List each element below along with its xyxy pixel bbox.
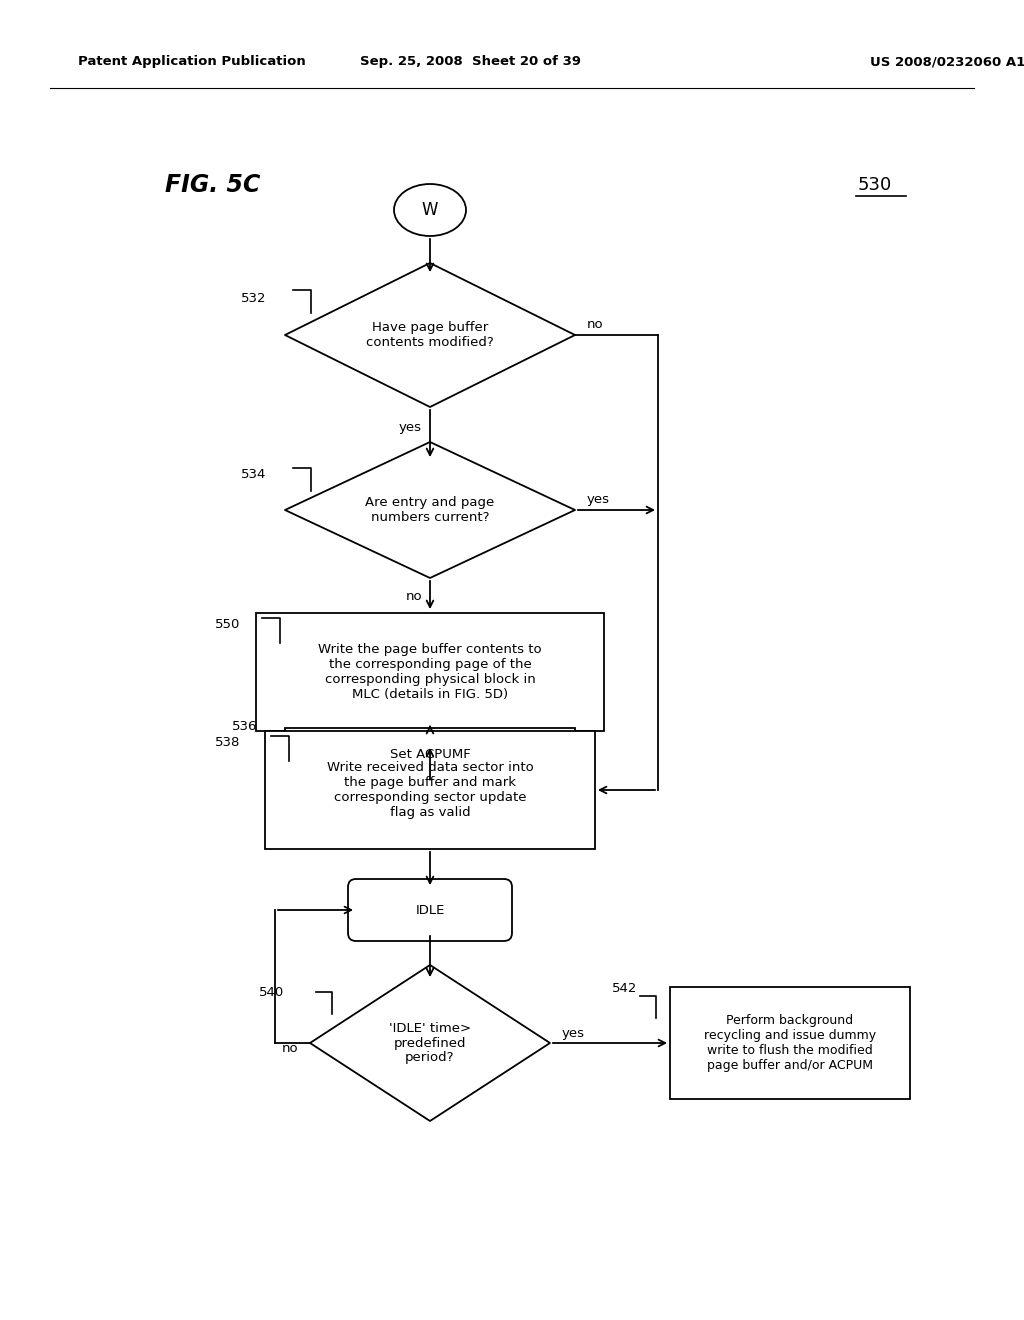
Bar (265, 731, 595, 849)
Text: no: no (406, 590, 422, 603)
Text: Write received data sector into
the page buffer and mark
corresponding sector up: Write received data sector into the page… (327, 762, 534, 818)
Text: 532: 532 (241, 292, 266, 305)
Text: Perform background
recycling and issue dummy
write to flush the modified
page bu: Perform background recycling and issue d… (703, 1014, 877, 1072)
Text: 542: 542 (612, 982, 637, 995)
Bar (670, 987, 910, 1100)
Text: 530: 530 (858, 176, 892, 194)
Polygon shape (310, 965, 550, 1121)
Text: yes: yes (587, 494, 610, 507)
Text: 538: 538 (215, 735, 240, 748)
Text: Have page buffer
contents modified?: Have page buffer contents modified? (367, 321, 494, 348)
Text: US 2008/0232060 A1: US 2008/0232060 A1 (870, 55, 1024, 69)
Text: W: W (422, 201, 438, 219)
Text: no: no (282, 1043, 298, 1056)
Text: 550: 550 (215, 618, 240, 631)
Text: 534: 534 (241, 467, 266, 480)
Text: Set ACPUMF: Set ACPUMF (389, 748, 470, 762)
Text: Sep. 25, 2008  Sheet 20 of 39: Sep. 25, 2008 Sheet 20 of 39 (359, 55, 581, 69)
Text: yes: yes (399, 421, 422, 434)
Text: IDLE: IDLE (416, 903, 444, 916)
Text: Are entry and page
numbers current?: Are entry and page numbers current? (366, 496, 495, 524)
Text: Write the page buffer contents to
the corresponding page of the
corresponding ph: Write the page buffer contents to the co… (318, 643, 542, 701)
Text: yes: yes (562, 1027, 585, 1040)
Bar (256, 612, 604, 731)
Bar (285, 727, 575, 783)
Ellipse shape (394, 183, 466, 236)
Text: FIG. 5C: FIG. 5C (165, 173, 260, 197)
Text: 'IDLE' time>
predefined
period?: 'IDLE' time> predefined period? (389, 1022, 471, 1064)
Polygon shape (285, 442, 575, 578)
Polygon shape (285, 263, 575, 407)
Text: Patent Application Publication: Patent Application Publication (78, 55, 306, 69)
Text: 540: 540 (259, 986, 284, 999)
Text: no: no (587, 318, 603, 331)
FancyBboxPatch shape (348, 879, 512, 941)
Text: 536: 536 (231, 721, 257, 734)
